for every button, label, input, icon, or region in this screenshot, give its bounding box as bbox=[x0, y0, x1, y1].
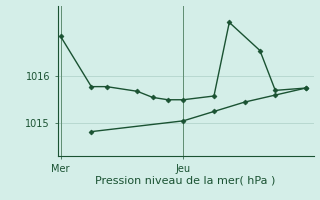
X-axis label: Pression niveau de la mer( hPa ): Pression niveau de la mer( hPa ) bbox=[95, 175, 276, 185]
